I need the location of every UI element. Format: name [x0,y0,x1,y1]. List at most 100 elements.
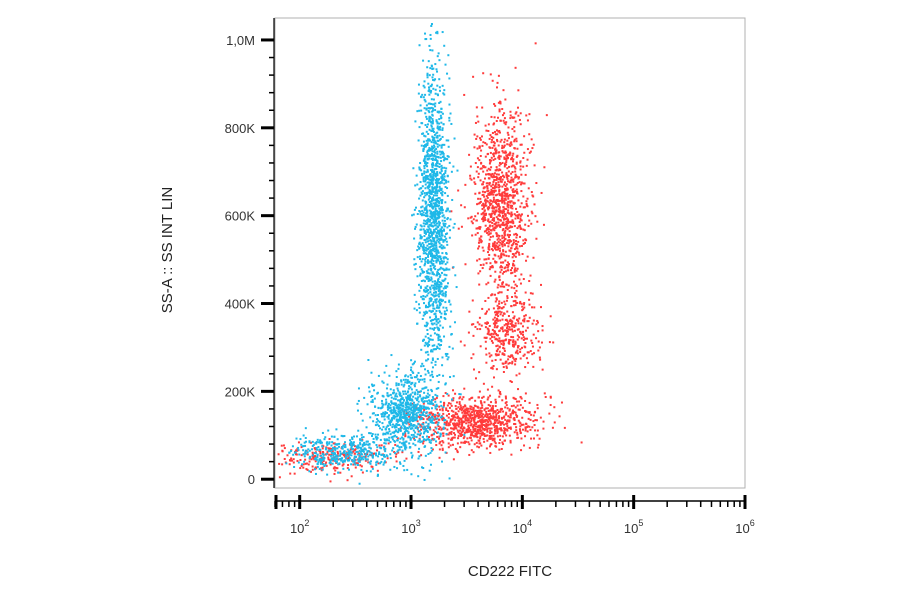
data-point [523,229,526,232]
data-point [352,450,355,453]
data-point [458,429,461,432]
data-point [402,413,405,416]
data-point [424,351,427,354]
data-point [410,419,413,422]
data-point [424,164,427,167]
data-point [464,263,467,266]
data-point [426,142,429,145]
data-point [432,198,435,201]
data-point [423,311,426,314]
data-point [496,138,499,141]
data-point [492,196,495,199]
data-point [430,349,433,352]
data-point [435,348,438,351]
data-point [512,260,515,263]
data-point [511,127,514,130]
data-point [425,277,428,280]
data-point [431,358,434,361]
data-point [408,425,411,428]
data-point [488,137,491,140]
data-point [516,334,519,337]
data-point [481,406,484,409]
data-point [405,420,408,423]
data-point [411,399,414,402]
data-point [424,112,427,115]
data-point [491,207,494,210]
data-point [477,416,480,419]
data-point [508,194,511,197]
data-point [419,104,422,107]
data-point [489,73,492,76]
data-point [511,160,514,163]
data-point [441,419,444,422]
data-point [549,396,552,399]
data-point [519,218,522,221]
data-point [463,206,466,209]
data-point [437,300,440,303]
data-point [476,157,479,160]
data-point [427,203,430,206]
data-point [488,268,491,271]
data-point [403,441,406,444]
data-point [514,324,517,327]
data-point [525,200,528,203]
data-point [454,424,457,427]
data-point [444,171,447,174]
data-point [432,173,435,176]
data-point [524,241,527,244]
data-point [425,115,428,118]
data-point [494,260,497,263]
data-point [440,271,443,274]
data-point [432,284,435,287]
data-point [436,236,439,239]
data-point [513,315,516,318]
data-point [507,322,510,325]
data-point [431,272,434,275]
data-point [440,232,443,235]
data-point [423,176,426,179]
data-point [495,173,498,176]
data-point [501,272,504,275]
data-point [508,154,511,157]
data-point [439,181,442,184]
data-point [509,269,512,272]
data-point [511,328,514,331]
data-point [420,417,423,420]
data-point [511,362,514,365]
data-point [399,428,402,431]
data-point [305,468,308,471]
data-point [528,411,531,414]
data-point [399,394,402,397]
data-point [492,140,495,143]
data-point [489,134,492,137]
data-point [425,407,428,410]
data-point [422,96,425,99]
data-point [458,421,461,424]
data-point [488,159,491,162]
data-point [440,312,443,315]
data-point [444,233,447,236]
data-point [473,424,476,427]
data-point [438,413,441,416]
data-point [403,444,406,447]
data-point [350,436,353,439]
data-point [497,255,500,258]
data-point [428,426,431,429]
data-point [425,435,428,438]
data-point [402,399,405,402]
data-point [435,177,438,180]
data-point [502,209,505,212]
data-point [437,220,440,223]
data-point [445,354,448,357]
data-point [430,83,433,86]
data-point [506,176,509,179]
data-point [418,44,421,47]
data-point [445,432,448,435]
data-point [475,170,478,173]
data-point [506,297,509,300]
data-point [432,225,435,228]
data-point [482,413,485,416]
data-point [476,421,479,424]
data-point [438,233,441,236]
data-point [505,264,508,267]
